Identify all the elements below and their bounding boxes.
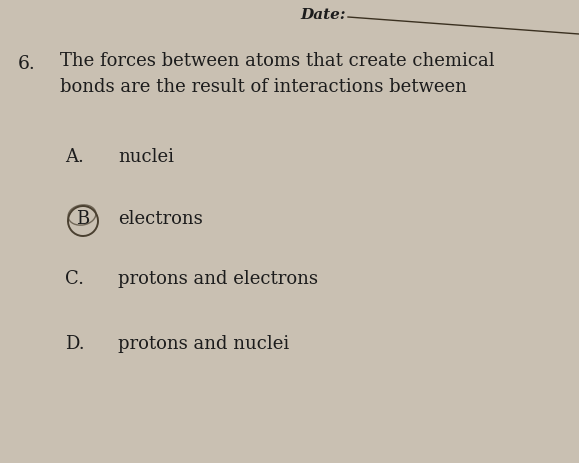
Text: protons and nuclei: protons and nuclei — [118, 334, 290, 352]
Text: 6.: 6. — [18, 55, 36, 73]
Text: D.: D. — [65, 334, 85, 352]
Text: electrons: electrons — [118, 210, 203, 227]
Text: nuclei: nuclei — [118, 148, 174, 166]
Text: B: B — [76, 210, 90, 227]
Text: C.: C. — [65, 269, 84, 288]
Text: A.: A. — [65, 148, 84, 166]
Text: The forces between atoms that create chemical: The forces between atoms that create che… — [60, 52, 494, 70]
Text: protons and electrons: protons and electrons — [118, 269, 318, 288]
Text: Date:: Date: — [300, 8, 346, 22]
Text: bonds are the result of interactions between: bonds are the result of interactions bet… — [60, 78, 467, 96]
